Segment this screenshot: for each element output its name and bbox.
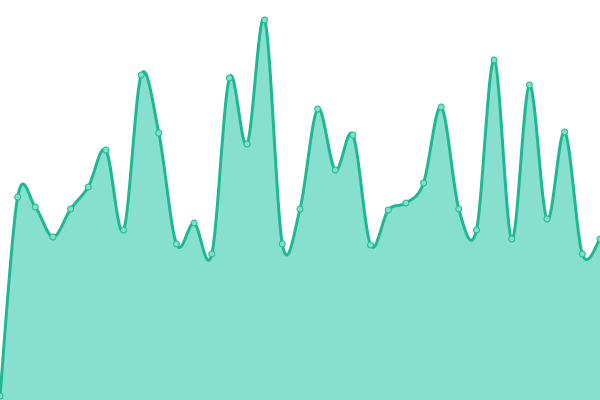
point <box>49 233 57 241</box>
point <box>367 241 375 249</box>
point <box>490 56 498 64</box>
point <box>437 103 445 111</box>
point <box>0 392 4 400</box>
point <box>455 205 463 213</box>
point <box>31 203 39 211</box>
point <box>67 205 75 213</box>
point <box>296 205 304 213</box>
point <box>120 226 128 234</box>
point <box>596 235 600 243</box>
point <box>420 179 428 187</box>
point <box>578 250 586 258</box>
point <box>314 105 322 113</box>
point <box>84 183 92 191</box>
point <box>331 166 339 174</box>
point <box>137 71 145 79</box>
point <box>190 219 198 227</box>
point <box>172 240 180 248</box>
point <box>472 226 480 234</box>
point <box>525 81 533 89</box>
point <box>384 206 392 214</box>
point <box>208 250 216 258</box>
point <box>561 128 569 136</box>
point <box>402 199 410 207</box>
point <box>508 235 516 243</box>
point <box>543 215 551 223</box>
point <box>261 16 269 24</box>
point <box>278 240 286 248</box>
point <box>102 146 110 154</box>
point <box>349 131 357 139</box>
point <box>243 140 251 148</box>
point <box>155 129 163 137</box>
point <box>225 74 233 82</box>
point <box>14 193 22 201</box>
line <box>0 17 600 397</box>
